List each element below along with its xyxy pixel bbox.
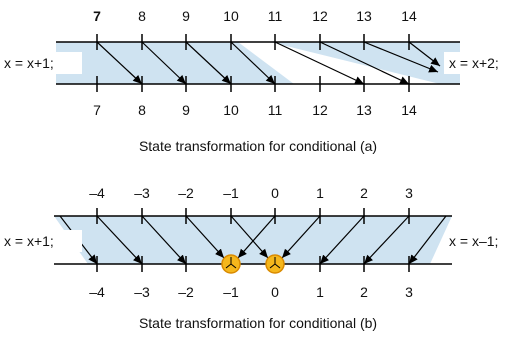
diagram-a-top-label: 7 xyxy=(93,8,101,24)
diagram-b-top-label: 1 xyxy=(316,185,324,201)
diagram-a-top-label: 13 xyxy=(356,8,372,24)
diagram-a-top-label: 9 xyxy=(182,8,190,24)
diagram-b-top-label: –1 xyxy=(223,185,239,201)
diagram-b-arrow xyxy=(230,215,269,259)
diagram-a-bottom-label: 13 xyxy=(356,102,372,118)
diagram-b-bottom-label: –3 xyxy=(134,284,150,300)
diagram-a-bottom-label: 11 xyxy=(268,102,283,118)
diagram-a-arrows xyxy=(96,41,441,85)
diagram-b-top-label: –3 xyxy=(134,185,150,201)
diagram-a-right-label: x = x+2; xyxy=(449,55,499,71)
diagram-a-top-label: 10 xyxy=(223,8,239,24)
diagram-a-bottom-label: 12 xyxy=(312,102,328,118)
diagram-b-top-label: 3 xyxy=(405,185,413,201)
diagram-a-arrow xyxy=(141,41,187,85)
diagram-a-arrow xyxy=(363,41,439,73)
diagram-b-arrow xyxy=(96,215,143,265)
diagram-a-bottom-label: 14 xyxy=(401,102,417,118)
diagram-b-left-label-bg xyxy=(0,230,82,252)
diagram-b-top-label: 2 xyxy=(360,185,368,201)
diagram-a-bottom-label: 7 xyxy=(93,102,101,118)
diagram-a-arrow xyxy=(96,41,143,85)
diagram-b-arrow xyxy=(281,215,321,259)
diagram-b-right-label: x = x–1; xyxy=(449,233,498,249)
diagram-a: 7 8 9 10 11 12 13 14 7 8 9 10 11 12 13 1… xyxy=(0,8,516,154)
diagram-b-bottom-label: 1 xyxy=(316,284,324,300)
diagram-a-right-label-bg xyxy=(444,52,516,74)
diagram-a-caption: State transformation for conditional (a) xyxy=(139,138,377,154)
diagram-b-right-label-bg xyxy=(446,230,516,252)
fixed-point-circle xyxy=(221,254,241,274)
diagram-a-bottom-label: 10 xyxy=(223,102,239,118)
diagram-b-bottom-label: –2 xyxy=(178,284,194,300)
diagram-b-top-label: –4 xyxy=(89,185,105,201)
diagram-a-left-label: x = x+1; xyxy=(4,55,54,71)
diagram-a-arrow xyxy=(230,41,276,85)
diagram-a-top-label: 11 xyxy=(268,8,283,24)
diagram-a-left-band xyxy=(56,42,294,84)
diagram-b-bottom-label: –4 xyxy=(89,284,105,300)
diagram-b-arrows xyxy=(59,215,447,265)
diagram-b-bottom-label: 3 xyxy=(405,284,413,300)
diagram-a-arrow xyxy=(408,41,441,67)
diagram-b-arrow xyxy=(141,215,187,265)
diagram-b-arrow xyxy=(237,215,276,259)
diagram-a-bottom-label: 8 xyxy=(138,102,146,118)
diagram-b-bottom-label: –1 xyxy=(223,284,239,300)
diagram-a-left-label-bg xyxy=(0,52,82,74)
diagram-a-top-label: 14 xyxy=(401,8,417,24)
diagram-b-arrow xyxy=(363,215,410,265)
diagram-b-caption: State transformation for conditional (b) xyxy=(139,315,377,331)
diagram-b-bottom-label: 0 xyxy=(271,284,279,300)
diagram-a-top-label: 12 xyxy=(312,8,328,24)
fixed-point-circle xyxy=(265,254,285,274)
diagram-b-arrow xyxy=(319,215,365,265)
diagram-a-top-label: 8 xyxy=(138,8,146,24)
diagram-b-arrow xyxy=(185,215,225,259)
diagram-b-left-label: x = x+1; xyxy=(4,233,54,249)
diagram-a-bottom-label: 9 xyxy=(182,102,190,118)
diagram-b-top-label: –2 xyxy=(178,185,194,201)
diagram-b-bottom-label: 2 xyxy=(360,284,368,300)
diagram-a-arrow xyxy=(319,41,410,85)
diagram-a-arrow xyxy=(185,41,232,85)
diagram-a-arrow xyxy=(274,41,365,85)
diagram-b-arrow xyxy=(408,215,447,265)
diagram-b-right-band xyxy=(230,216,452,264)
diagram-b-top-label: 0 xyxy=(271,185,279,201)
diagram-b: –4 –3 –2 –1 0 1 2 3 –4 –3 –2 –1 0 1 2 3 … xyxy=(0,185,516,331)
